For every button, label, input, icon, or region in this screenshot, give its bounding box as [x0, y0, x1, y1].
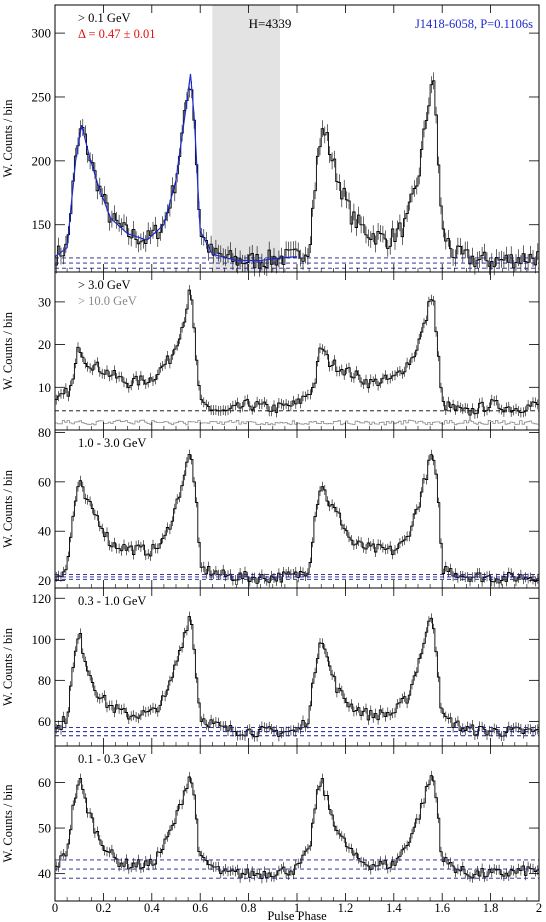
x-tick-label: 0.2: [96, 901, 112, 915]
y-tick-label: 250: [32, 89, 52, 104]
y-tick-label: 80: [38, 425, 51, 440]
x-tick-label: 1.8: [483, 901, 499, 915]
y-tick-label: 60: [38, 714, 51, 729]
panel-1: 150 200 250 300 W. Counts / bin > 0.1 GeV Δ = …: [1, 4, 540, 277]
y-tick-label: 10: [38, 380, 51, 395]
offpulse-region: [212, 5, 281, 272]
x-tick-label: 1: [294, 901, 300, 915]
energy-band-label: > 0.1 GeV: [78, 11, 131, 25]
energy-band-label: 0.1 - 0.3 GeV: [78, 752, 146, 766]
y-tick-label: 80: [38, 673, 51, 688]
panel-4: 60 80 100 120 W. Counts / bin 0.3 - 1.0 GeV: [1, 587, 540, 747]
x-tick-label: 0.4: [144, 901, 160, 915]
secondary-profile: [55, 419, 539, 426]
y-axis-label: W. Counts / bin: [1, 469, 15, 548]
y-axis-label: W. Counts / bin: [1, 311, 15, 390]
panel-5: 40 50 60 W. Counts / bin 0.1 - 0.3 GeV: [1, 745, 540, 902]
panel-2: 10 20 30 W. Counts / bin > 3.0 GeV > 10.0 GeV: [1, 271, 540, 431]
y-axis-label: W. Counts / bin: [1, 784, 15, 863]
y-tick-label: 40: [38, 866, 51, 881]
panel-frame: [54, 429, 540, 589]
x-tick-label: 1.2: [338, 901, 354, 915]
profile-histogram: [55, 289, 539, 416]
x-tick-label: 2: [536, 901, 542, 915]
y-tick-label: 20: [38, 573, 51, 588]
profile-histogram: [55, 80, 539, 269]
y-tick-label: 30: [38, 294, 51, 309]
y-tick-label: 50: [38, 821, 51, 836]
y-tick-label: 60: [38, 775, 51, 790]
pulsar-label: J1418-6058, P=0.1106s: [415, 17, 533, 31]
energy-band-label: 1.0 - 3.0 GeV: [78, 436, 146, 450]
x-tick-label: 0.6: [192, 901, 208, 915]
y-tick-label: 120: [32, 591, 52, 606]
profile-error-bars: [55, 770, 539, 884]
x-tick-label: 1.6: [434, 901, 450, 915]
profile-histogram: [55, 616, 539, 738]
profile-histogram: [55, 454, 539, 584]
h-test-label: H=4339: [249, 16, 292, 31]
panel-frame: [54, 587, 540, 747]
profile-error-bars: [55, 611, 539, 742]
y-axis-label: W. Counts / bin: [1, 627, 15, 706]
energy-band-label: 0.3 - 1.0 GeV: [78, 594, 146, 608]
x-tick-label: 0: [52, 901, 58, 915]
y-tick-label: 40: [38, 524, 51, 539]
y-axis-label: W. Counts / bin: [1, 99, 15, 178]
energy-band-label: > 10.0 GeV: [78, 294, 137, 308]
energy-band-label: Δ = 0.47 ± 0.01: [78, 27, 156, 41]
y-tick-label: 150: [32, 217, 52, 232]
profile-error-bars: [55, 72, 539, 277]
panel-3: 20 40 60 80 W. Counts / bin 1.0 - 3.0 GeV: [1, 425, 540, 589]
x-tick-label: 1.4: [386, 901, 402, 915]
y-tick-label: 200: [32, 153, 52, 168]
x-axis-label: Pulse Phase: [267, 909, 327, 922]
y-tick-label: 100: [32, 632, 52, 647]
y-tick-label: 300: [32, 26, 52, 41]
y-tick-label: 20: [38, 337, 51, 352]
model-fit-curve: [54, 73, 298, 262]
profile-histogram: [55, 775, 539, 879]
y-tick-label: 60: [38, 474, 51, 489]
energy-band-label: > 3.0 GeV: [78, 278, 131, 292]
x-tick-label: 0.8: [241, 901, 257, 915]
profile-error-bars: [55, 449, 539, 589]
panel-frame: [54, 745, 540, 902]
